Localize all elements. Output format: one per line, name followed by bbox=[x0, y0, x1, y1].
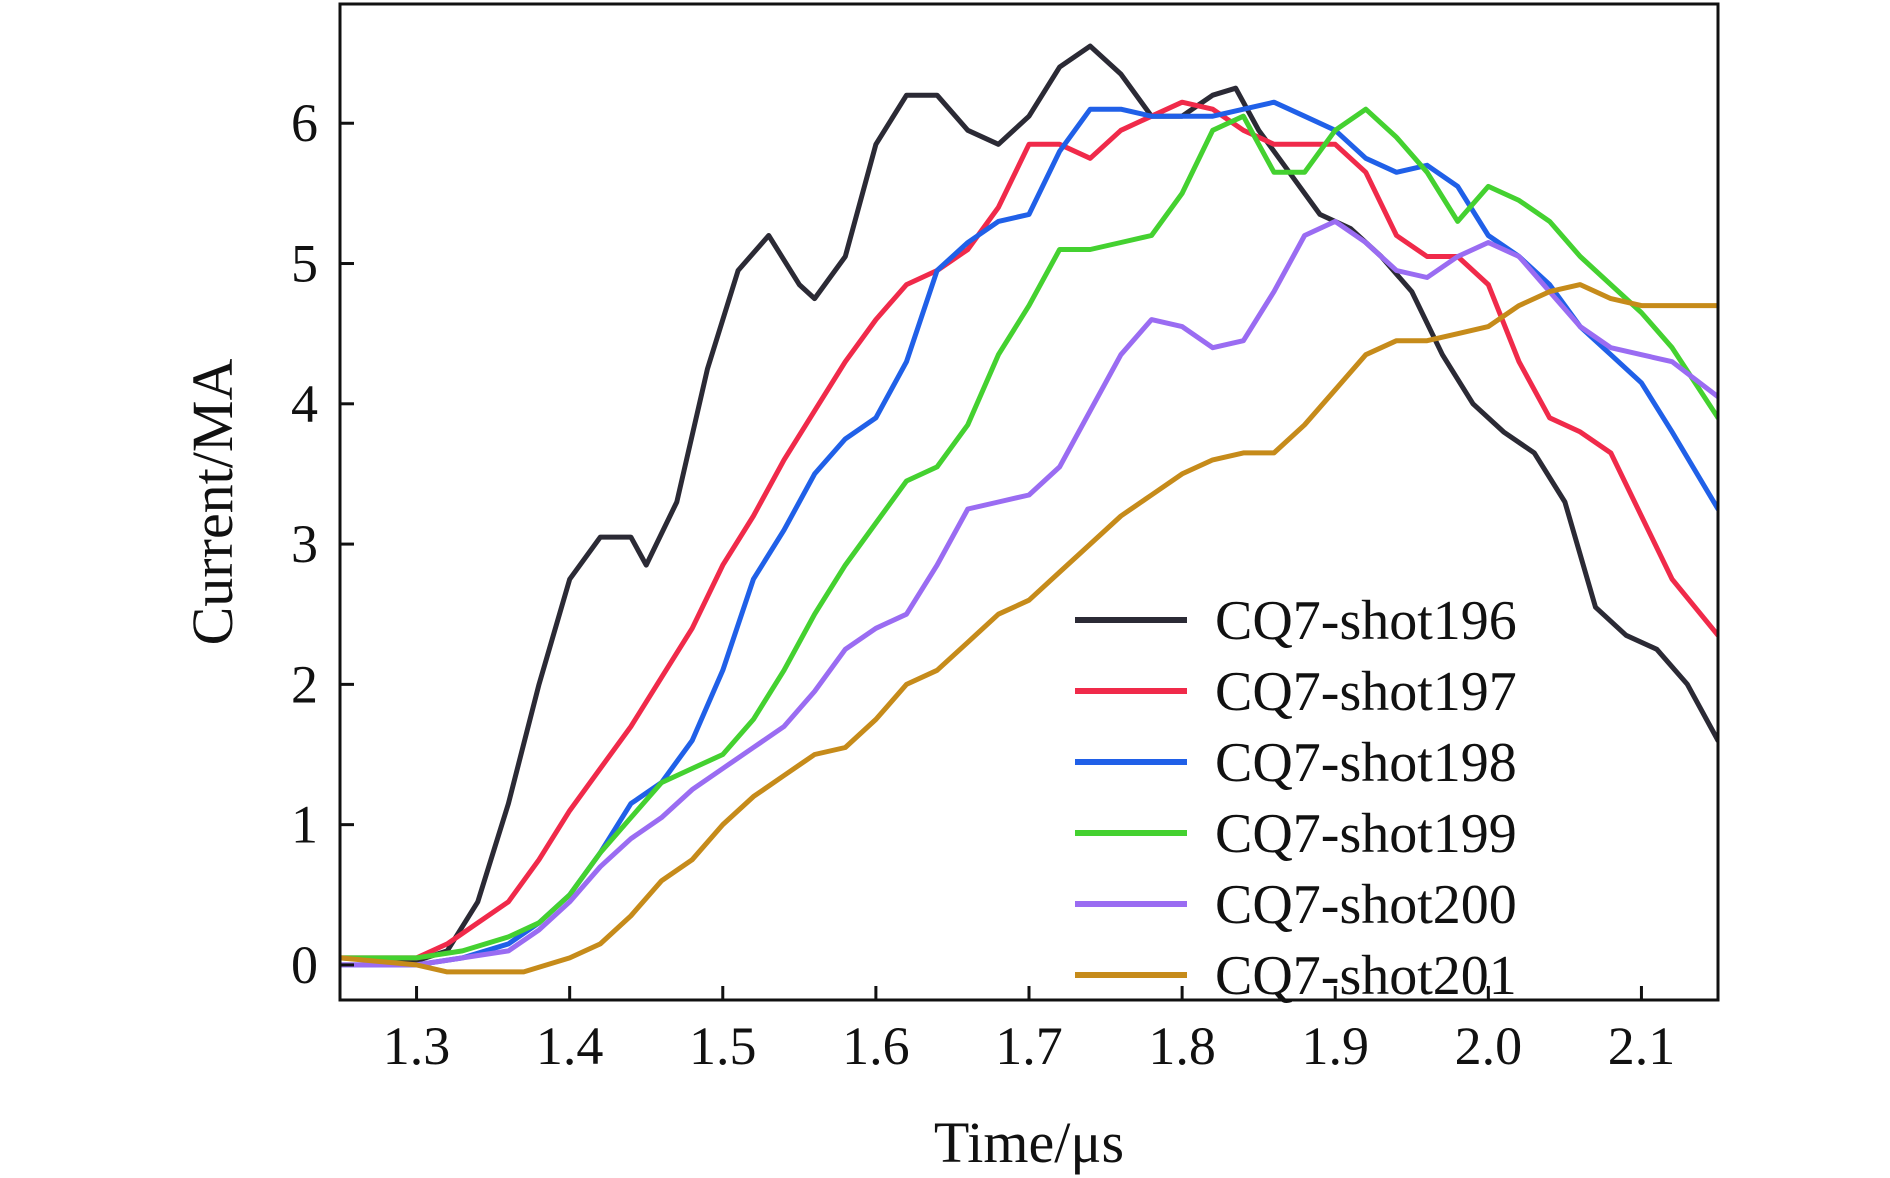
legend-label: CQ7-shot197 bbox=[1215, 661, 1517, 723]
legend: CQ7-shot196 CQ7-shot197 CQ7-shot198 CQ7-sho… bbox=[1075, 590, 1517, 1007]
legend-label: CQ7-shot196 bbox=[1215, 590, 1517, 652]
y-tick-label: 6 bbox=[291, 93, 318, 153]
y-tick-label: 5 bbox=[291, 234, 318, 294]
x-tick-label: 1.9 bbox=[1301, 1016, 1369, 1076]
y-axis: 0 1 2 3 4 5 6 bbox=[291, 93, 354, 995]
x-tick-label: 1.7 bbox=[995, 1016, 1063, 1076]
x-tick-label: 2.1 bbox=[1608, 1016, 1676, 1076]
x-tick-label: 1.3 bbox=[383, 1016, 451, 1076]
series-line-cq7-shot198 bbox=[340, 99, 1718, 968]
legend-label: CQ7-shot201 bbox=[1215, 945, 1517, 1007]
series-layer bbox=[340, 43, 1718, 975]
legend-label: CQ7-shot198 bbox=[1215, 732, 1517, 794]
y-axis-label: Current/MA bbox=[180, 359, 245, 646]
x-tick-label: 1.5 bbox=[689, 1016, 757, 1076]
y-tick-label: 1 bbox=[291, 795, 318, 855]
x-tick-label: 1.6 bbox=[842, 1016, 910, 1076]
y-tick-label: 2 bbox=[291, 654, 318, 714]
x-tick-label: 1.8 bbox=[1148, 1016, 1216, 1076]
x-axis: 1.3 1.4 1.5 1.6 1.7 1.8 1.9 2.0 2.1 bbox=[383, 986, 1675, 1076]
series-line-cq7-shot196 bbox=[340, 43, 1718, 964]
x-tick-label: 2.0 bbox=[1455, 1016, 1523, 1076]
series-line-cq7-shot197 bbox=[340, 99, 1718, 961]
legend-label: CQ7-shot200 bbox=[1215, 874, 1517, 936]
x-axis-label: Time/μs bbox=[934, 1110, 1124, 1175]
y-tick-label: 0 bbox=[291, 935, 318, 995]
series-line-cq7-shot201 bbox=[340, 282, 1718, 975]
y-tick-label: 3 bbox=[291, 514, 318, 574]
x-tick-label: 1.4 bbox=[536, 1016, 604, 1076]
y-tick-label: 4 bbox=[291, 374, 318, 434]
series-line-cq7-shot200 bbox=[340, 218, 1718, 968]
series-line-cq7-shot199 bbox=[340, 106, 1718, 961]
legend-label: CQ7-shot199 bbox=[1215, 803, 1517, 865]
